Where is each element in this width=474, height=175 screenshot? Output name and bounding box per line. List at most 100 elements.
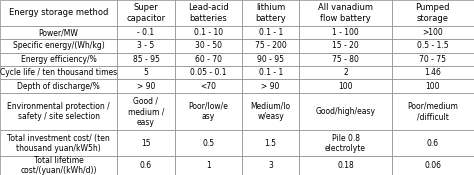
Text: 0.06: 0.06 bbox=[424, 161, 441, 170]
Bar bbox=[300, 66, 392, 79]
Text: >100: >100 bbox=[422, 28, 443, 37]
Bar bbox=[117, 39, 174, 53]
Text: 15: 15 bbox=[141, 139, 151, 148]
Bar bbox=[0, 26, 117, 39]
Bar bbox=[0, 156, 117, 175]
Bar bbox=[242, 66, 300, 79]
Bar bbox=[117, 66, 174, 79]
Text: 0.05 - 0.1: 0.05 - 0.1 bbox=[190, 68, 227, 77]
Text: Pile 0.8
electrolyte: Pile 0.8 electrolyte bbox=[325, 134, 366, 153]
Bar bbox=[300, 93, 392, 130]
Bar bbox=[242, 93, 300, 130]
Bar bbox=[117, 53, 174, 66]
Bar bbox=[242, 53, 300, 66]
Bar bbox=[392, 79, 474, 93]
Bar bbox=[174, 156, 242, 175]
Text: Specific energy/(Wh/kg): Specific energy/(Wh/kg) bbox=[13, 41, 104, 50]
Bar bbox=[300, 79, 392, 93]
Bar bbox=[392, 0, 474, 26]
Bar bbox=[0, 93, 117, 130]
Text: 90 - 95: 90 - 95 bbox=[257, 55, 284, 64]
Bar bbox=[300, 130, 392, 156]
Text: Total lifetime
cost/(yuan/(kWh/d)): Total lifetime cost/(yuan/(kWh/d)) bbox=[20, 156, 97, 175]
Text: 0.6: 0.6 bbox=[140, 161, 152, 170]
Text: Poor/medium
/difficult: Poor/medium /difficult bbox=[407, 102, 458, 121]
Text: Cycle life / ten thousand times: Cycle life / ten thousand times bbox=[0, 68, 117, 77]
Bar bbox=[242, 156, 300, 175]
Bar bbox=[0, 66, 117, 79]
Bar bbox=[300, 156, 392, 175]
Text: 75 - 200: 75 - 200 bbox=[255, 41, 287, 50]
Bar bbox=[392, 39, 474, 53]
Bar bbox=[0, 53, 117, 66]
Bar bbox=[300, 26, 392, 39]
Text: Energy storage method: Energy storage method bbox=[9, 8, 109, 18]
Text: 100: 100 bbox=[426, 82, 440, 91]
Text: 70 - 75: 70 - 75 bbox=[419, 55, 447, 64]
Text: Pumped
storage: Pumped storage bbox=[416, 3, 450, 23]
Text: 1 - 100: 1 - 100 bbox=[332, 28, 359, 37]
Bar bbox=[0, 39, 117, 53]
Bar bbox=[117, 130, 174, 156]
Bar bbox=[392, 66, 474, 79]
Bar bbox=[174, 130, 242, 156]
Text: 15 - 20: 15 - 20 bbox=[332, 41, 359, 50]
Text: 3: 3 bbox=[268, 161, 273, 170]
Bar bbox=[242, 0, 300, 26]
Bar bbox=[0, 0, 117, 26]
Bar bbox=[117, 79, 174, 93]
Bar bbox=[174, 93, 242, 130]
Text: 60 - 70: 60 - 70 bbox=[195, 55, 222, 64]
Text: 0.18: 0.18 bbox=[337, 161, 354, 170]
Bar bbox=[300, 39, 392, 53]
Bar bbox=[174, 26, 242, 39]
Text: Super
capacitor: Super capacitor bbox=[127, 3, 165, 23]
Text: Lead-acid
batteries: Lead-acid batteries bbox=[188, 3, 228, 23]
Text: > 90: > 90 bbox=[262, 82, 280, 91]
Text: <70: <70 bbox=[201, 82, 216, 91]
Text: 1: 1 bbox=[206, 161, 210, 170]
Bar bbox=[242, 130, 300, 156]
Bar bbox=[392, 156, 474, 175]
Text: Good/high/easy: Good/high/easy bbox=[316, 107, 375, 116]
Text: 0.6: 0.6 bbox=[427, 139, 439, 148]
Text: 85 - 95: 85 - 95 bbox=[133, 55, 159, 64]
Text: 1.46: 1.46 bbox=[424, 68, 441, 77]
Bar bbox=[117, 93, 174, 130]
Text: Depth of discharge/%: Depth of discharge/% bbox=[17, 82, 100, 91]
Bar bbox=[0, 130, 117, 156]
Text: 2: 2 bbox=[343, 68, 348, 77]
Bar bbox=[392, 53, 474, 66]
Bar bbox=[174, 53, 242, 66]
Text: 100: 100 bbox=[338, 82, 353, 91]
Bar bbox=[300, 0, 392, 26]
Bar bbox=[242, 26, 300, 39]
Bar bbox=[117, 26, 174, 39]
Bar bbox=[174, 66, 242, 79]
Text: 0.5: 0.5 bbox=[202, 139, 214, 148]
Text: Environmental protection /
safety / site selection: Environmental protection / safety / site… bbox=[7, 102, 110, 121]
Text: lithium
battery: lithium battery bbox=[255, 3, 286, 23]
Text: All vanadium
flow battery: All vanadium flow battery bbox=[318, 3, 373, 23]
Text: 0.1 - 1: 0.1 - 1 bbox=[258, 68, 283, 77]
Text: Energy efficiency/%: Energy efficiency/% bbox=[21, 55, 97, 64]
Bar bbox=[0, 79, 117, 93]
Text: > 90: > 90 bbox=[137, 82, 155, 91]
Bar bbox=[117, 0, 174, 26]
Bar bbox=[242, 79, 300, 93]
Text: - 0.1: - 0.1 bbox=[137, 28, 155, 37]
Bar bbox=[392, 93, 474, 130]
Bar bbox=[300, 53, 392, 66]
Text: 0.5 - 1.5: 0.5 - 1.5 bbox=[417, 41, 449, 50]
Text: Poor/low/e
asy: Poor/low/e asy bbox=[188, 102, 228, 121]
Text: 0.1 - 1: 0.1 - 1 bbox=[258, 28, 283, 37]
Bar bbox=[242, 39, 300, 53]
Bar bbox=[392, 130, 474, 156]
Text: Medium/lo
w/easy: Medium/lo w/easy bbox=[251, 102, 291, 121]
Bar bbox=[117, 156, 174, 175]
Text: Total investment cost/ (ten
thousand yuan/kW5h): Total investment cost/ (ten thousand yua… bbox=[7, 134, 110, 153]
Text: 1.5: 1.5 bbox=[264, 139, 277, 148]
Text: Power/MW: Power/MW bbox=[39, 28, 79, 37]
Bar bbox=[174, 79, 242, 93]
Text: 5: 5 bbox=[144, 68, 148, 77]
